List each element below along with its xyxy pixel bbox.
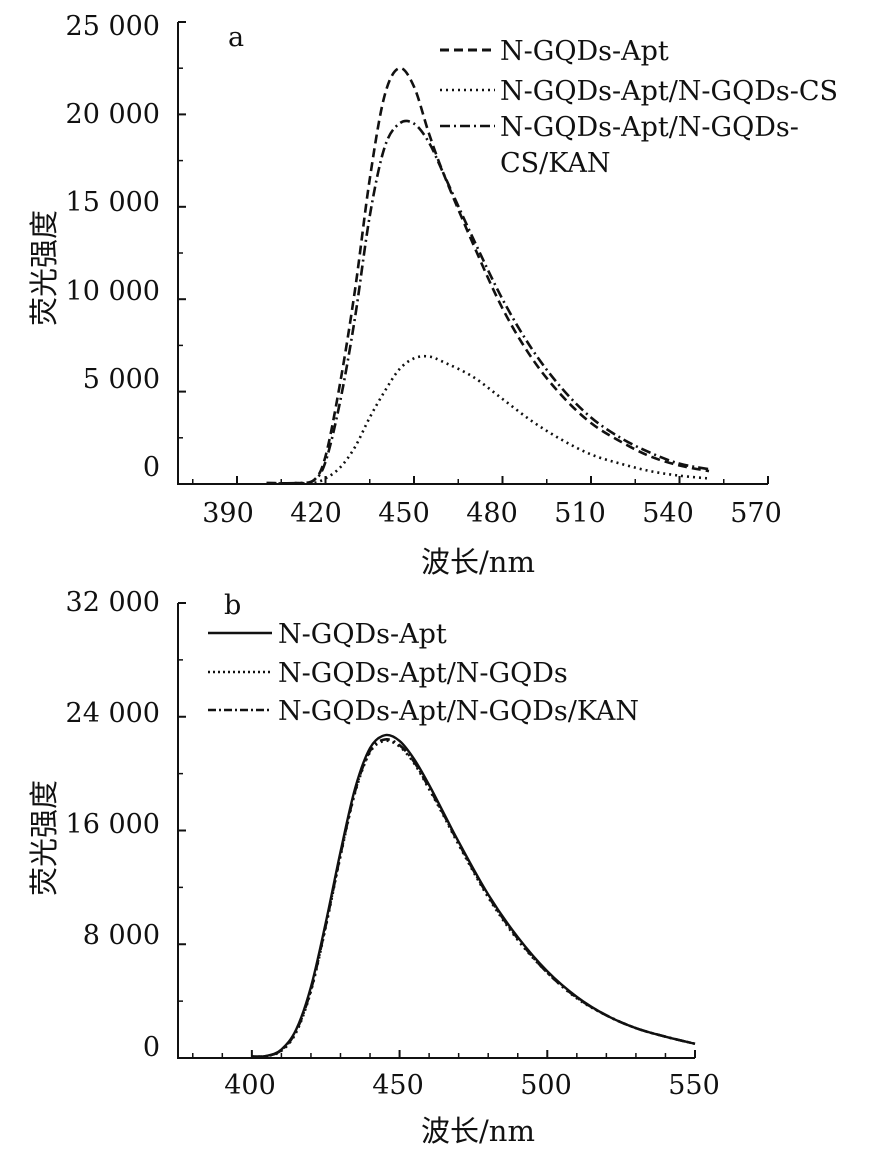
panel-b-letter: b	[224, 590, 241, 621]
panel-b-axis-ticks	[178, 602, 696, 1059]
panel-b-legend-label: N-GQDs-Apt	[278, 619, 447, 650]
panel-b-series-line-2	[251, 739, 696, 1058]
panel-a-series-line-1	[266, 66, 710, 485]
panel-b-xtick-label: 450	[372, 1070, 424, 1101]
panel-a-ytick-label: 10 000	[66, 276, 160, 307]
panel-a-ytick-label: 20 000	[66, 99, 160, 130]
panel-a-x-axis-title: 波长/nm	[421, 545, 535, 579]
panel-a-y-axis-title: 荧光强度	[27, 210, 61, 326]
panel-b-ytick-label: 16 000	[66, 809, 160, 840]
panel-a-xtick-label: 540	[642, 498, 694, 529]
panel-b-xtick-label: 550	[668, 1070, 720, 1101]
panel-a-ytick-label: 15 000	[66, 187, 160, 218]
panel-a-legend-label: N-GQDs-Apt/N-GQDs-CS	[500, 76, 838, 107]
panel-a-legend-label: N-GQDs-Apt/N-GQDs-	[500, 112, 799, 143]
panel-a-legend-label-continued: CS/KAN	[500, 148, 610, 179]
panel-a-xtick-label: 510	[554, 498, 606, 529]
panel-a-series-group	[266, 66, 710, 485]
panel-b-chart: b 0 8 000 16 000 24 000 32 000 400 450 5…	[27, 587, 720, 1148]
panel-b-xtick-label: 500	[520, 1070, 572, 1101]
panel-a-ytick-label: 25 000	[66, 11, 160, 42]
panel-b-legend: N-GQDs-Apt N-GQDs-Apt/N-GQDs N-GQDs-Apt/…	[208, 619, 639, 727]
panel-b-ytick-label: 0	[143, 1032, 160, 1063]
panel-a-ytick-label: 0	[143, 452, 160, 483]
panel-b-x-axis-title: 波长/nm	[421, 1114, 535, 1148]
panel-a-xtick-label: 480	[466, 498, 518, 529]
panel-a-xtick-label: 420	[290, 498, 342, 529]
panel-a-chart: a 0 5 000 10 000 15 000 20 000 25 000 39…	[27, 11, 838, 579]
panel-a-legend: N-GQDs-Apt N-GQDs-Apt/N-GQDs-CS N-GQDs-A…	[440, 36, 838, 179]
panel-b-y-axis-title: 荧光强度	[27, 780, 61, 896]
panel-a-xtick-label: 450	[378, 498, 430, 529]
panel-a-axis-ticks	[178, 21, 769, 485]
panel-b-series-line-1	[251, 733, 696, 1058]
panel-b-legend-label: N-GQDs-Apt/N-GQDs/KAN	[278, 696, 639, 727]
panel-b-series-group	[251, 733, 696, 1058]
panel-b-ytick-label: 32 000	[66, 587, 160, 618]
panel-b-legend-label: N-GQDs-Apt/N-GQDs	[278, 658, 568, 689]
panel-a-series-line-3	[266, 119, 710, 485]
panel-a-letter: a	[228, 22, 244, 53]
panel-a-series-line-2	[266, 354, 710, 485]
panel-a-ytick-label: 5 000	[83, 364, 160, 395]
panel-b-ytick-label: 24 000	[66, 698, 160, 729]
panel-a-xtick-label: 390	[202, 498, 254, 529]
panel-b-series-line-3	[251, 738, 696, 1058]
panel-b-xtick-label: 400	[224, 1070, 276, 1101]
panel-b-ytick-label: 8 000	[83, 920, 160, 951]
panel-a-xtick-label: 570	[730, 498, 782, 529]
panel-a-legend-label: N-GQDs-Apt	[500, 36, 669, 67]
